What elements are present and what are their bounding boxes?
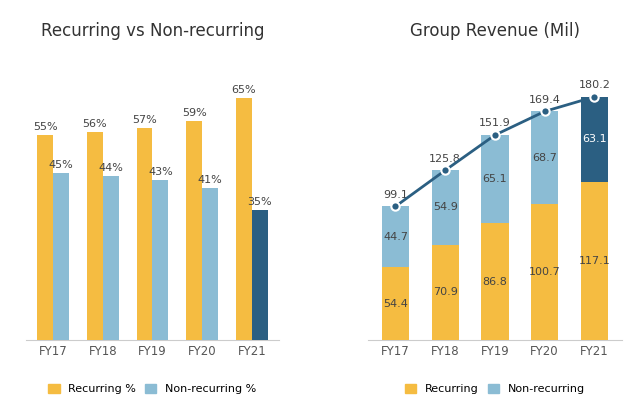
Bar (531, 111, 558, 204)
Bar (153, 180, 169, 340)
Bar (87, 132, 103, 340)
Text: 169.4: 169.4 (529, 95, 561, 105)
Bar (581, 97, 608, 182)
Text: 117.1: 117.1 (579, 256, 610, 266)
Bar (481, 135, 508, 223)
Text: 45%: 45% (49, 160, 73, 170)
Bar (382, 267, 409, 340)
Legend: Recurring, Non-recurring: Recurring, Non-recurring (401, 380, 589, 399)
Text: 41%: 41% (198, 175, 222, 185)
Bar (581, 182, 608, 340)
Bar (431, 170, 459, 244)
Bar (431, 244, 459, 340)
Bar (103, 176, 119, 340)
Text: 54.9: 54.9 (433, 203, 458, 212)
Text: 125.8: 125.8 (429, 154, 461, 164)
Bar (481, 223, 508, 340)
Bar (37, 135, 53, 340)
Text: 100.7: 100.7 (529, 267, 560, 277)
Text: 99.1: 99.1 (383, 190, 408, 200)
Text: 63.1: 63.1 (582, 134, 607, 144)
Title: Group Revenue (Mil): Group Revenue (Mil) (410, 22, 580, 40)
Text: 65.1: 65.1 (483, 174, 507, 184)
Bar (53, 173, 69, 340)
Text: 59%: 59% (182, 107, 206, 117)
Bar (202, 188, 218, 340)
Text: 180.2: 180.2 (578, 80, 610, 90)
Text: 35%: 35% (247, 197, 272, 207)
Text: 70.9: 70.9 (433, 288, 458, 298)
Text: 151.9: 151.9 (479, 118, 511, 128)
Bar (187, 121, 202, 340)
Text: 57%: 57% (132, 115, 157, 125)
Bar (252, 210, 268, 340)
Text: 55%: 55% (33, 122, 57, 132)
Text: 54.4: 54.4 (383, 298, 408, 308)
Text: 56%: 56% (83, 119, 107, 129)
Bar (531, 204, 558, 340)
Text: 44%: 44% (98, 164, 123, 173)
Legend: Recurring %, Non-recurring %: Recurring %, Non-recurring % (44, 380, 261, 399)
Bar (137, 128, 153, 340)
Text: 68.7: 68.7 (532, 153, 557, 163)
Text: 65%: 65% (231, 85, 256, 95)
Text: 43%: 43% (148, 167, 173, 177)
Bar (382, 206, 409, 267)
Bar (236, 98, 252, 340)
Title: Recurring vs Non-recurring: Recurring vs Non-recurring (41, 22, 264, 40)
Text: 86.8: 86.8 (483, 277, 508, 287)
Text: 44.7: 44.7 (383, 232, 408, 242)
